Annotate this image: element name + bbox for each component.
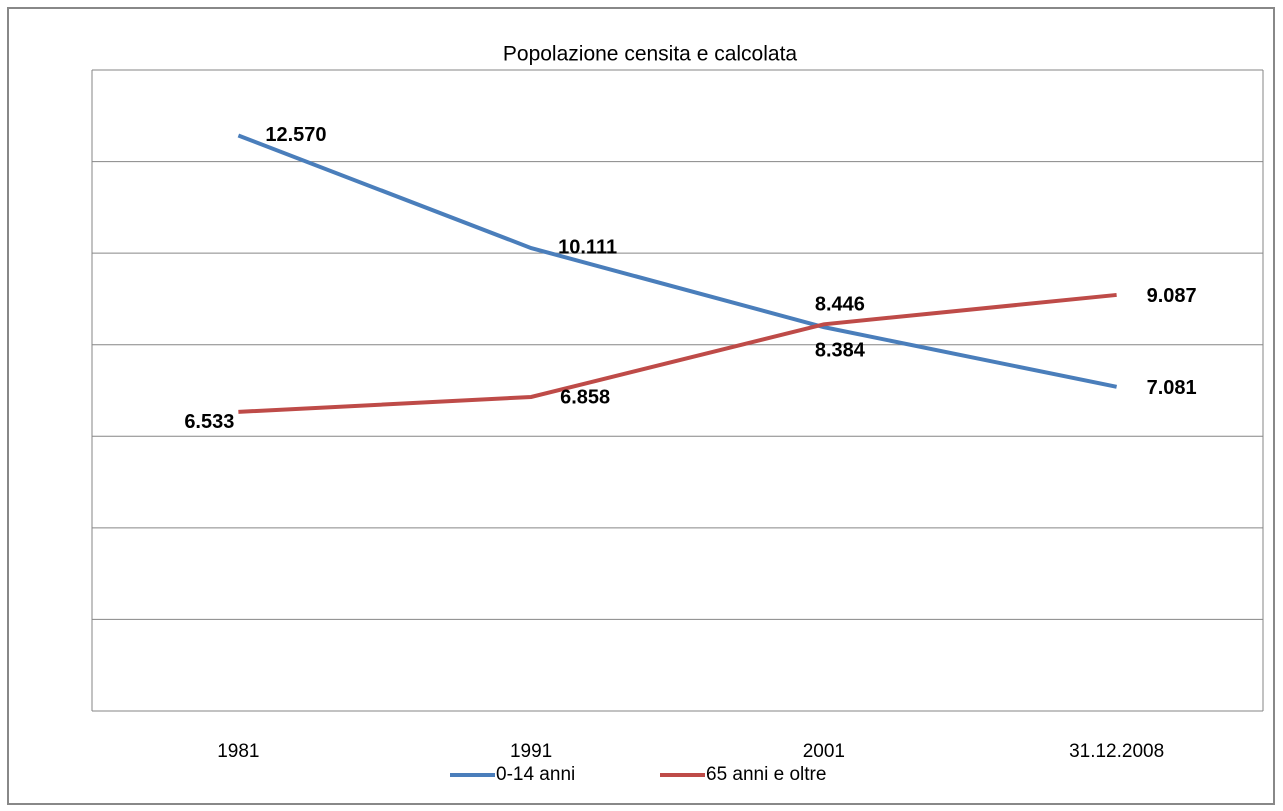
data-label: 8.446	[815, 294, 865, 316]
chart-title: Popolazione censita e calcolata	[503, 43, 798, 66]
x-tick-label: 31.12.2008	[1069, 741, 1164, 762]
chart-frame	[7, 7, 1275, 805]
data-label: 10.111	[558, 236, 617, 258]
x-tick-label: 2001	[803, 741, 845, 762]
data-label: 8.384	[815, 339, 866, 361]
data-label: 12.570	[265, 124, 326, 146]
data-label: 9.087	[1147, 285, 1197, 307]
data-label: 7.081	[1147, 377, 1197, 399]
data-label: 6.533	[184, 411, 234, 433]
series-line	[238, 292, 1117, 414]
series-line	[237, 133, 1118, 389]
legend-label: 65 anni e oltre	[706, 764, 826, 785]
legend-label: 0-14 anni	[496, 764, 575, 785]
data-label: 6.858	[560, 386, 610, 408]
x-tick-label: 1991	[510, 741, 552, 762]
x-tick-label: 1981	[217, 741, 259, 762]
